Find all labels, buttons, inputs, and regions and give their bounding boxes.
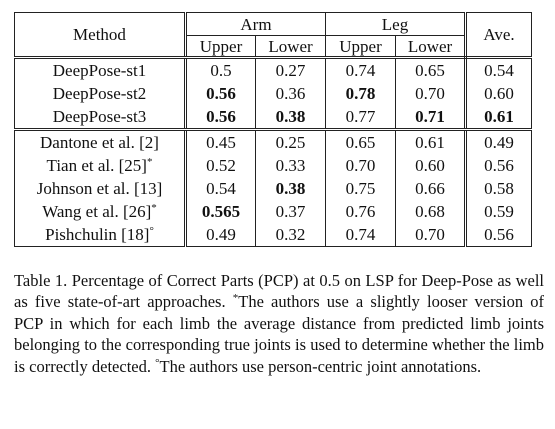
table-row: DeepPose-st3 0.56 0.38 0.77 0.71 0.61 (14, 105, 532, 131)
method-footnote-mark: * (146, 156, 153, 168)
table-row: Tian et al. [25]* 0.52 0.33 0.70 0.60 0.56 (15, 154, 532, 177)
table-row: Pishchulin [18]° 0.49 0.32 0.74 0.70 0.56 (15, 223, 532, 247)
method-cell: DeepPose-st1 (15, 58, 186, 83)
table-caption: Table 1. Percentage of Correct Parts (PC… (14, 270, 544, 377)
method-footnote-mark: * (151, 202, 157, 214)
table-row: DeepPose-st1 0.5 0.27 0.74 0.65 0.54 (15, 57, 532, 83)
value-cell-ave: 0.49 (464, 129, 532, 154)
method-cell: Pishchulin [18]° (15, 223, 186, 247)
value-cell-arm-lower: 0.37 (255, 200, 326, 223)
value-cell-arm-lower: 0.33 (255, 154, 326, 177)
header-row-groups: Method Arm Leg Ave. (14, 12, 532, 59)
method-name: Wang et al. [26] (42, 202, 152, 221)
method-name: Johnson et al. [13] (36, 179, 163, 198)
header-arm-lower: Lower (255, 35, 326, 59)
value-cell-arm-upper: 0.45 (184, 129, 256, 154)
table-body: DeepPose-st1 0.5 0.27 0.74 0.65 0.54 DeepPose-… (14, 57, 532, 247)
method-cell: DeepPose-st3 (14, 105, 186, 131)
method-name: Dantone et al. [2] (40, 133, 159, 152)
value-cell-arm-upper: 0.565 (184, 200, 256, 223)
value-cell-arm-lower: 0.25 (255, 129, 326, 154)
value-cell-leg-upper: 0.65 (325, 129, 396, 154)
method-name: Pishchulin [18] (45, 225, 150, 244)
method-cell: Dantone et al. [2] (15, 130, 186, 155)
value-cell-arm-upper: 0.5 (184, 57, 256, 82)
value-cell-leg-upper: 0.70 (325, 154, 396, 177)
value-cell-leg-upper: 0.78 (325, 82, 396, 105)
method-name: DeepPose-st2 (52, 84, 147, 103)
value-cell-ave: 0.60 (464, 82, 532, 105)
table-row: DeepPose-st2 0.56 0.36 0.78 0.70 0.60 (15, 82, 532, 105)
value-cell-leg-upper: 0.74 (325, 57, 396, 82)
value-cell-leg-lower: 0.60 (395, 154, 466, 177)
caption-circ-mark: ° (155, 356, 160, 369)
header-leg: Leg (325, 12, 466, 36)
header-ave: Ave. (464, 12, 532, 59)
header-method: Method (14, 12, 186, 59)
value-cell-arm-upper: 0.54 (184, 177, 256, 200)
value-cell-leg-lower: 0.71 (395, 105, 466, 131)
value-cell-arm-lower: 0.27 (255, 57, 326, 82)
method-name: DeepPose-st3 (52, 107, 147, 126)
value-cell-arm-upper: 0.52 (184, 154, 256, 177)
value-cell-arm-lower: 0.38 (255, 177, 326, 200)
header-row-sub: Upper Lower Upper Lower (15, 35, 532, 59)
caption-part2: The authors use a slightly looser versio… (14, 292, 545, 376)
table-row: Wang et al. [26]* 0.565 0.37 0.76 0.68 0.59 (15, 200, 532, 223)
method-cell: DeepPose-st2 (15, 82, 186, 105)
value-cell-leg-lower: 0.65 (395, 57, 466, 82)
value-cell-arm-upper: 0.49 (184, 223, 256, 247)
method-cell: Wang et al. [26]* (15, 200, 186, 223)
value-cell-arm-lower: 0.38 (255, 105, 326, 131)
pcp-results-table: Method Arm Leg Ave. Upper Lower Upper Lo… (14, 12, 532, 247)
value-cell-arm-upper: 0.56 (184, 105, 256, 131)
value-cell-ave: 0.58 (464, 177, 532, 200)
method-cell: Tian et al. [25]* (15, 154, 186, 177)
method-cell: Johnson et al. [13] (15, 177, 186, 200)
value-cell-leg-lower: 0.66 (395, 177, 466, 200)
header-arm: Arm (184, 12, 326, 36)
caption-part3: The authors use person-centric joint ann… (159, 356, 482, 376)
value-cell-leg-upper: 0.74 (325, 223, 396, 247)
caption-part1: Table 1. Percentage of Correct Parts (PC… (14, 271, 544, 312)
table-row: Dantone et al. [2] 0.45 0.25 0.65 0.61 0.49 (15, 129, 532, 155)
value-cell-ave: 0.56 (464, 223, 532, 247)
value-cell-leg-lower: 0.70 (395, 82, 466, 105)
method-footnote-mark: ° (149, 225, 154, 237)
method-name: Tian et al. [25] (46, 156, 147, 175)
value-cell-leg-upper: 0.76 (325, 200, 396, 223)
method-name: DeepPose-st1 (52, 61, 147, 80)
value-cell-arm-lower: 0.32 (255, 223, 326, 247)
value-cell-ave: 0.54 (464, 57, 532, 82)
value-cell-arm-lower: 0.36 (255, 82, 326, 105)
value-cell-ave: 0.56 (464, 154, 532, 177)
value-cell-leg-upper: 0.75 (325, 177, 396, 200)
value-cell-arm-upper: 0.56 (184, 82, 256, 105)
caption-star-mark: * (232, 292, 239, 305)
value-cell-leg-lower: 0.68 (395, 200, 466, 223)
value-cell-leg-upper: 0.77 (325, 105, 396, 131)
header-leg-lower: Lower (395, 35, 466, 59)
table-row: Johnson et al. [13] 0.54 0.38 0.75 0.66 0.58 (15, 177, 532, 200)
header-leg-upper: Upper (325, 35, 396, 59)
value-cell-leg-lower: 0.61 (395, 129, 466, 154)
value-cell-ave: 0.61 (464, 105, 532, 131)
value-cell-ave: 0.59 (464, 200, 532, 223)
header-arm-upper: Upper (184, 35, 256, 59)
value-cell-leg-lower: 0.70 (395, 223, 466, 247)
